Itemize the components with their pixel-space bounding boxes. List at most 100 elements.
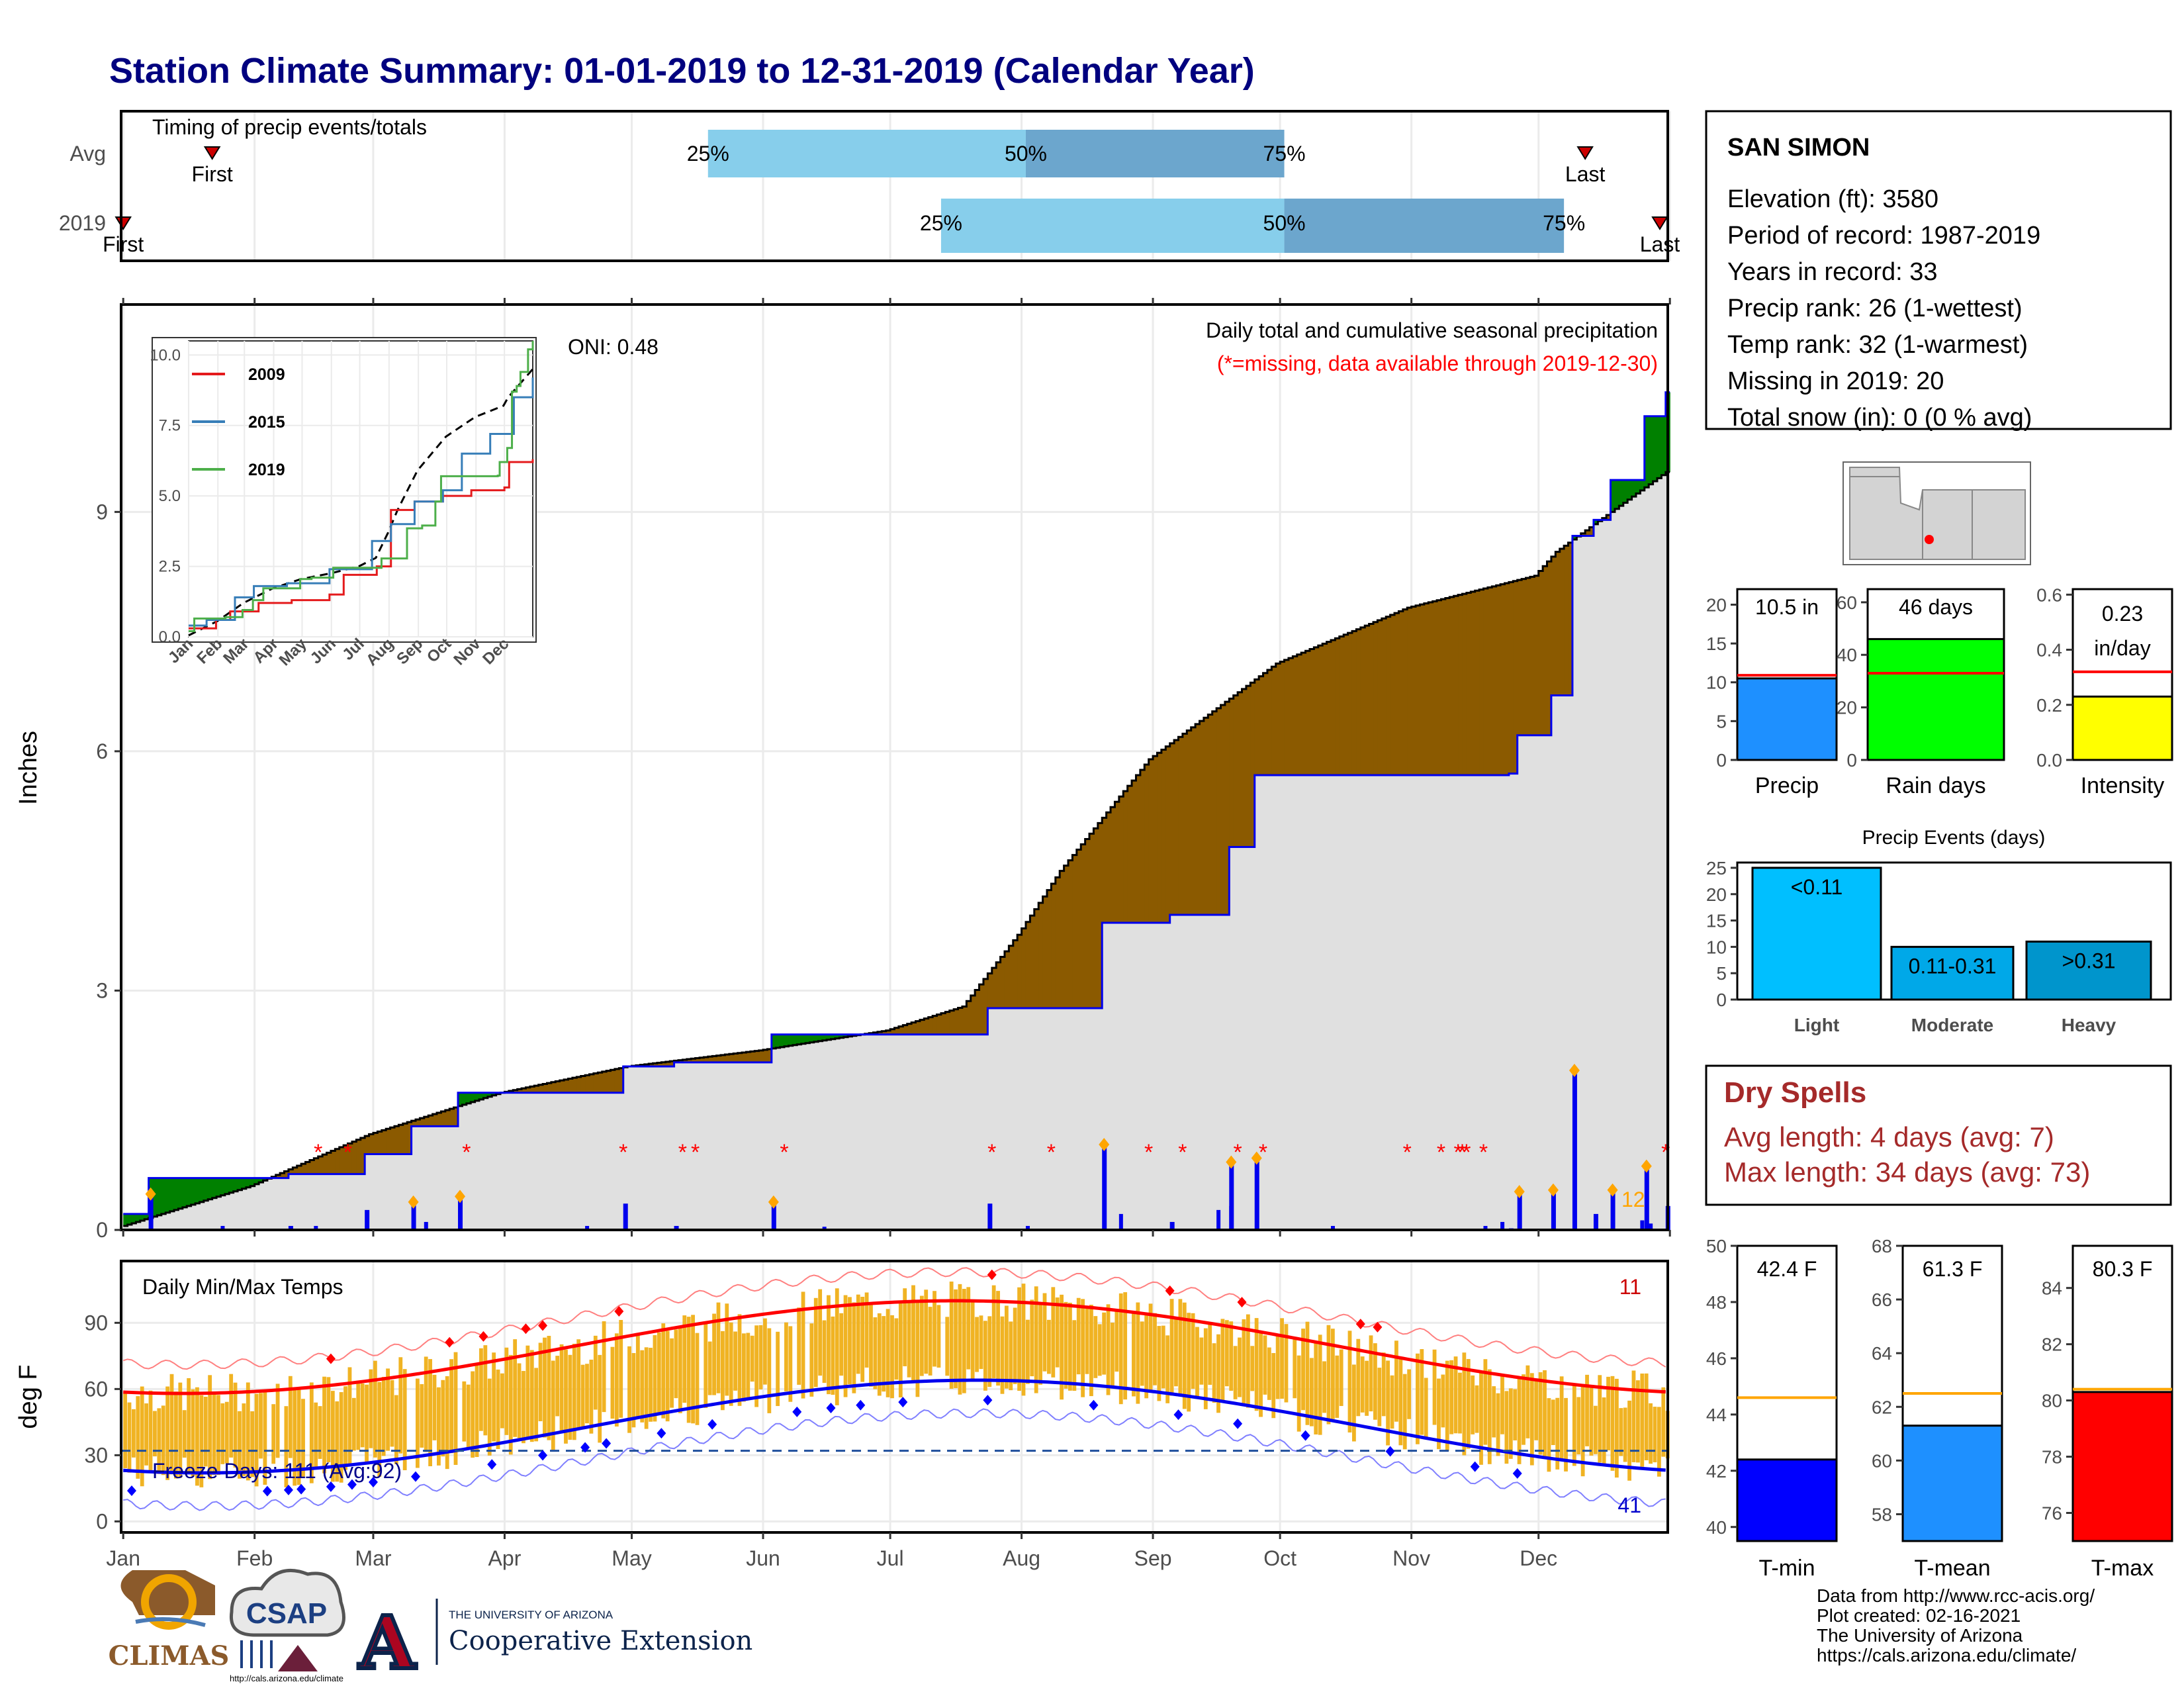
daily-precip-bar <box>1551 1190 1556 1230</box>
extreme-precip-marker <box>1251 1151 1262 1165</box>
daily-temp-range-bar <box>996 1291 1000 1386</box>
daily-temp-range-bar <box>224 1401 229 1464</box>
daily-temp-range-bar <box>1559 1376 1564 1460</box>
below-normal-day <box>1140 770 1145 923</box>
extreme-precip-marker <box>1099 1138 1110 1152</box>
inset-average-line <box>188 368 534 637</box>
daily-temp-range-bar <box>665 1331 670 1422</box>
daily-temp-range-bar <box>686 1317 691 1423</box>
cold-days-count: 41 <box>1617 1493 1641 1517</box>
daily-temp-range-bar <box>945 1317 950 1376</box>
daily-temp-range-bar <box>882 1316 886 1392</box>
daily-temp-range-bar <box>1004 1305 1009 1389</box>
daily-temp-range-bar <box>843 1295 848 1397</box>
credit-line-2: Plot created: 02-16-2021 <box>1817 1605 2021 1626</box>
below-normal-day <box>326 1152 332 1174</box>
above-normal-day <box>224 1178 230 1194</box>
below-normal-day <box>1212 711 1217 915</box>
record-high-marker <box>1355 1319 1365 1330</box>
daily-temp-range-bar <box>707 1341 712 1395</box>
summary-y-tick-label: 40 <box>1837 645 1857 665</box>
below-normal-day <box>572 1078 577 1093</box>
below-normal-day <box>949 1010 954 1035</box>
daily-temp-range-bar <box>869 1305 873 1387</box>
below-normal-day <box>1330 639 1336 776</box>
daily-temp-range-bar <box>1284 1324 1289 1403</box>
summary-y-tick-label: 60 <box>1837 592 1857 613</box>
daily-temp-range-bar <box>1030 1299 1034 1377</box>
below-normal-day <box>1402 609 1408 776</box>
daily-temp-range-bar <box>1547 1398 1551 1472</box>
daily-temp-range-bar <box>275 1383 280 1458</box>
daily-temp-range-bar <box>208 1375 212 1479</box>
below-normal-day <box>1453 596 1459 776</box>
below-normal-day <box>1093 828 1099 1008</box>
record-high-marker <box>521 1323 531 1335</box>
average-max-line <box>123 1299 1666 1395</box>
below-normal-day <box>411 1121 416 1127</box>
daily-precip-bar <box>987 1203 993 1230</box>
timing-avg-q2-bar <box>1025 130 1285 177</box>
summary-bar-precip <box>1736 677 1838 761</box>
below-normal-day <box>1009 945 1014 1008</box>
above-normal-day <box>792 1034 797 1045</box>
timing-2019-p50-label: 50% <box>1263 211 1306 235</box>
record-low-marker <box>1233 1418 1243 1429</box>
daily-precip-bar <box>458 1196 463 1230</box>
daily-temp-range-bar <box>1106 1304 1111 1395</box>
below-normal-day <box>284 1171 289 1178</box>
temp-summary-category-label: T-mean <box>1914 1556 1990 1581</box>
daily-temp-range-bar <box>1525 1365 1530 1438</box>
daily-temp-range-bar <box>1335 1355 1340 1418</box>
temp-summary-y-tick-label: 58 <box>1872 1504 1892 1524</box>
above-normal-day <box>788 1034 794 1046</box>
daily-temp-range-bar <box>178 1382 183 1478</box>
precip-total-label: 10.5 in <box>1755 595 1819 619</box>
above-normal-day <box>1631 480 1637 497</box>
daily-temp-range-bar <box>1458 1372 1462 1434</box>
below-normal-day <box>1369 624 1374 776</box>
above-normal-day <box>187 1178 192 1206</box>
below-normal-day <box>381 1130 387 1154</box>
daily-temp-range-bar <box>246 1382 250 1481</box>
daily-temp-range-bar <box>1360 1356 1365 1413</box>
daily-temp-range-bar <box>428 1359 432 1466</box>
above-normal-day <box>1572 536 1577 540</box>
daily-temp-range-bar <box>1216 1334 1220 1413</box>
daily-temp-range-bar <box>704 1323 708 1408</box>
daily-temp-range-bar <box>538 1342 543 1422</box>
below-normal-day <box>958 1008 963 1035</box>
daily-temp-range-bar <box>742 1333 746 1402</box>
below-normal-day <box>1297 654 1302 776</box>
daily-temp-range-bar <box>767 1328 772 1413</box>
daily-temp-range-bar <box>593 1335 598 1410</box>
daily-temp-range-bar <box>559 1344 564 1431</box>
below-normal-day <box>619 1068 624 1093</box>
daily-temp-range-bar <box>390 1380 394 1447</box>
below-normal-day <box>1416 605 1421 776</box>
daily-temp-range-bar <box>1111 1323 1115 1387</box>
precip-events-y-tick-label: 25 <box>1706 858 1727 878</box>
below-normal-day <box>767 1049 772 1062</box>
missing-day-marker: * <box>780 1140 788 1165</box>
below-normal-day <box>1127 786 1132 923</box>
extreme-precip-marker <box>145 1187 156 1201</box>
daily-precip-bar <box>1118 1213 1123 1230</box>
above-normal-day <box>831 1034 836 1039</box>
below-normal-day <box>525 1087 531 1093</box>
below-normal-day <box>309 1160 314 1174</box>
above-normal-day <box>780 1034 785 1047</box>
below-normal-day <box>394 1126 399 1154</box>
below-normal-day <box>1081 844 1086 1008</box>
timing-avg-p25-label: 25% <box>687 142 729 165</box>
daily-temp-range-bar <box>373 1360 377 1458</box>
below-normal-day <box>1038 902 1044 1008</box>
below-normal-day <box>661 1062 666 1066</box>
record-low-marker <box>792 1406 802 1417</box>
below-normal-day <box>758 1050 764 1062</box>
above-normal-day <box>216 1178 222 1197</box>
above-normal-day <box>471 1092 476 1102</box>
daily-temp-range-bar <box>1136 1302 1140 1404</box>
below-normal-day <box>1377 620 1383 776</box>
daily-temp-range-bar <box>288 1376 293 1458</box>
